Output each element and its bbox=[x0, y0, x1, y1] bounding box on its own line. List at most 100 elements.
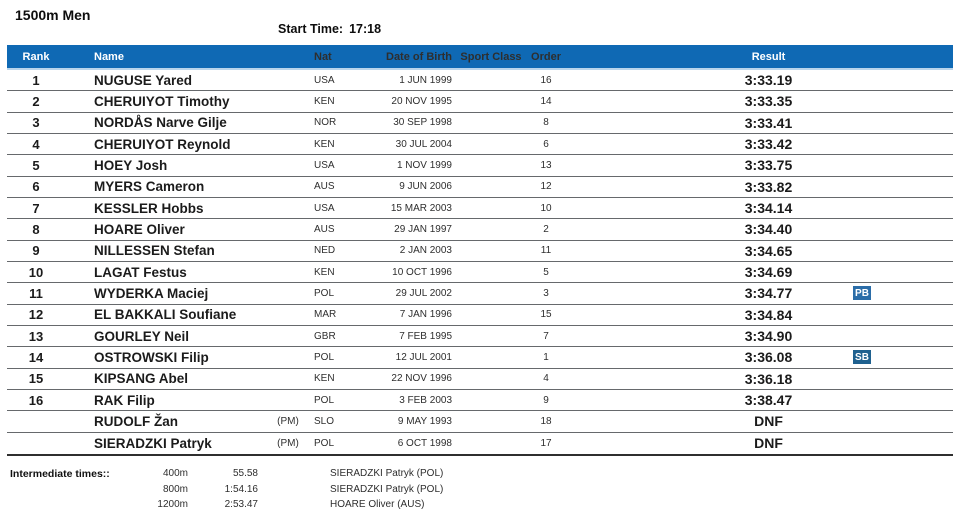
result-value: 3:36.18 bbox=[744, 370, 793, 387]
results-table-body: 1 NUGUSE Yared USA 1 JUN 1999 16 3:33.19… bbox=[7, 70, 953, 454]
page-title: 1500m Men bbox=[15, 7, 91, 23]
split-row: 1200m 2:53.47 HOARE Oliver (AUS) bbox=[7, 497, 953, 513]
result-cell: 3:34.69 bbox=[566, 264, 953, 280]
date-of-birth-cell: 1 NOV 1999 bbox=[396, 159, 452, 171]
date-of-birth-cell: 10 OCT 1996 bbox=[392, 266, 452, 278]
result-cell: 3:33.41 bbox=[566, 115, 953, 131]
result-cell: 3:38.47 bbox=[566, 392, 953, 408]
rank-cell: 13 bbox=[28, 328, 44, 344]
nationality-cell: POL bbox=[314, 394, 335, 406]
column-header-name: Name bbox=[94, 50, 124, 63]
start-time-label: Start Time: bbox=[278, 22, 344, 36]
nationality-cell: KEN bbox=[314, 138, 335, 150]
table-row: 13 GOURLEY Neil GBR 7 FEB 1995 7 3:34.90 bbox=[7, 325, 953, 348]
result-value: 3:33.35 bbox=[744, 93, 793, 110]
table-row: 15 KIPSANG Abel KEN 22 NOV 1996 4 3:36.1… bbox=[7, 368, 953, 390]
intermediate-times-label: Intermediate times:: bbox=[10, 468, 110, 480]
athlete-name-cell: GOURLEY Neil bbox=[94, 328, 190, 344]
athlete-name-cell: CHERUIYOT Reynold bbox=[94, 136, 231, 152]
result-cell: 3:33.19 bbox=[566, 72, 953, 88]
table-row: 2 CHERUIYOT Timothy KEN 20 NOV 1995 14 3… bbox=[7, 91, 953, 113]
athlete-name-cell: LAGAT Festus bbox=[94, 264, 187, 280]
table-row: 1 NUGUSE Yared USA 1 JUN 1999 16 3:33.19 bbox=[7, 70, 953, 92]
split-athlete: SIERADZKI Patryk (POL) bbox=[330, 483, 444, 495]
date-of-birth-cell: 30 JUL 2004 bbox=[395, 138, 452, 150]
nationality-cell: POL bbox=[314, 287, 335, 299]
nationality-cell: POL bbox=[314, 437, 335, 449]
rank-cell: 10 bbox=[28, 264, 44, 280]
athlete-name-cell: HOEY Josh bbox=[94, 157, 168, 173]
athlete-name-cell: RAK Filip bbox=[94, 392, 155, 408]
split-time: 1:54.16 bbox=[224, 483, 258, 495]
date-of-birth-cell: 12 JUL 2001 bbox=[395, 351, 452, 363]
result-value: 3:34.69 bbox=[744, 264, 793, 281]
order-cell: 15 bbox=[540, 309, 552, 321]
result-badge: PB bbox=[853, 286, 871, 301]
athlete-name-cell: NORDÅS Narve Gilje bbox=[94, 115, 227, 131]
result-cell: DNF bbox=[566, 413, 953, 429]
table-header-row: Rank Name Nat Date of Birth Sport Class … bbox=[7, 45, 953, 70]
result-cell: 3:36.08 SB bbox=[566, 349, 953, 365]
column-header-dob: Date of Birth bbox=[386, 50, 452, 63]
result-cell: 3:33.42 bbox=[566, 136, 953, 152]
split-time: 2:53.47 bbox=[224, 499, 258, 511]
table-row: RUDOLF Žan (PM) SLO 9 MAY 1993 18 DNF bbox=[7, 411, 953, 433]
split-row: 800m 1:54.16 SIERADZKI Patryk (POL) bbox=[7, 482, 953, 498]
pacemaker-tag: (PM) bbox=[277, 415, 299, 427]
table-row: 16 RAK Filip POL 3 FEB 2003 9 3:38.47 bbox=[7, 389, 953, 412]
result-value: 3:34.90 bbox=[744, 328, 793, 345]
split-time: 55.58 bbox=[232, 468, 258, 480]
athlete-name-cell: EL BAKKALI Soufiane bbox=[94, 307, 237, 323]
result-value: 3:38.47 bbox=[744, 392, 793, 409]
nationality-cell: AUS bbox=[314, 223, 335, 235]
table-row: 6 MYERS Cameron AUS 9 JUN 2006 12 3:33.8… bbox=[7, 176, 953, 198]
order-cell: 5 bbox=[543, 266, 549, 278]
column-header-rank: Rank bbox=[22, 50, 50, 63]
rank-cell: 9 bbox=[32, 243, 40, 259]
order-cell: 8 bbox=[543, 117, 549, 129]
result-cell: 3:34.65 bbox=[566, 243, 953, 259]
table-row: 8 HOARE Oliver AUS 29 JAN 1997 2 3:34.40 bbox=[7, 219, 953, 241]
order-cell: 17 bbox=[540, 437, 552, 449]
result-cell: 3:34.14 bbox=[566, 200, 953, 216]
result-value: 3:36.08 bbox=[744, 349, 793, 366]
column-header-order: Order bbox=[531, 50, 561, 63]
date-of-birth-cell: 30 SEP 1998 bbox=[393, 117, 452, 129]
split-row: 400m 55.58 SIERADZKI Patryk (POL) bbox=[7, 466, 953, 482]
rank-cell: 5 bbox=[32, 157, 40, 173]
date-of-birth-cell: 7 FEB 1995 bbox=[399, 330, 452, 342]
nationality-cell: AUS bbox=[314, 181, 335, 193]
table-row: 10 LAGAT Festus KEN 10 OCT 1996 5 3:34.6… bbox=[7, 261, 953, 284]
nationality-cell: NED bbox=[314, 245, 336, 257]
split-distance: 800m bbox=[162, 483, 188, 495]
athlete-name-cell: NILLESSEN Stefan bbox=[94, 243, 215, 259]
table-row: SIERADZKI Patryk (PM) POL 6 OCT 1998 17 … bbox=[7, 432, 953, 454]
rank-cell: 1 bbox=[32, 72, 40, 88]
result-cell: DNF bbox=[566, 435, 953, 451]
nationality-cell: KEN bbox=[314, 266, 335, 278]
rank-cell: 12 bbox=[28, 307, 44, 323]
date-of-birth-cell: 6 OCT 1998 bbox=[397, 437, 452, 449]
start-time-value: 17:18 bbox=[349, 22, 382, 36]
table-row: 4 CHERUIYOT Reynold KEN 30 JUL 2004 6 3:… bbox=[7, 133, 953, 156]
order-cell: 16 bbox=[540, 74, 552, 86]
pacemaker-tag: (PM) bbox=[277, 437, 299, 449]
nationality-cell: POL bbox=[314, 351, 335, 363]
rank-cell: 2 bbox=[32, 93, 40, 109]
table-row: 9 NILLESSEN Stefan NED 2 JAN 2003 11 3:3… bbox=[7, 240, 953, 262]
rank-cell: 4 bbox=[32, 136, 40, 152]
athlete-name-cell: KIPSANG Abel bbox=[94, 371, 189, 387]
splits-list: 400m 55.58 SIERADZKI Patryk (POL) 800m 1… bbox=[7, 466, 953, 513]
result-value: 3:33.41 bbox=[744, 114, 793, 131]
rank-cell: 7 bbox=[32, 200, 40, 216]
result-value: 3:34.65 bbox=[744, 242, 793, 259]
rank-cell: 8 bbox=[32, 221, 40, 237]
date-of-birth-cell: 29 JAN 1997 bbox=[394, 223, 452, 235]
result-value: 3:34.14 bbox=[744, 200, 793, 217]
order-cell: 7 bbox=[543, 330, 549, 342]
nationality-cell: KEN bbox=[314, 373, 335, 385]
order-cell: 2 bbox=[543, 223, 549, 235]
athlete-name-cell: OSTROWSKI Filip bbox=[94, 349, 209, 365]
rank-cell: 14 bbox=[28, 349, 44, 365]
athlete-name-cell: MYERS Cameron bbox=[94, 179, 205, 195]
